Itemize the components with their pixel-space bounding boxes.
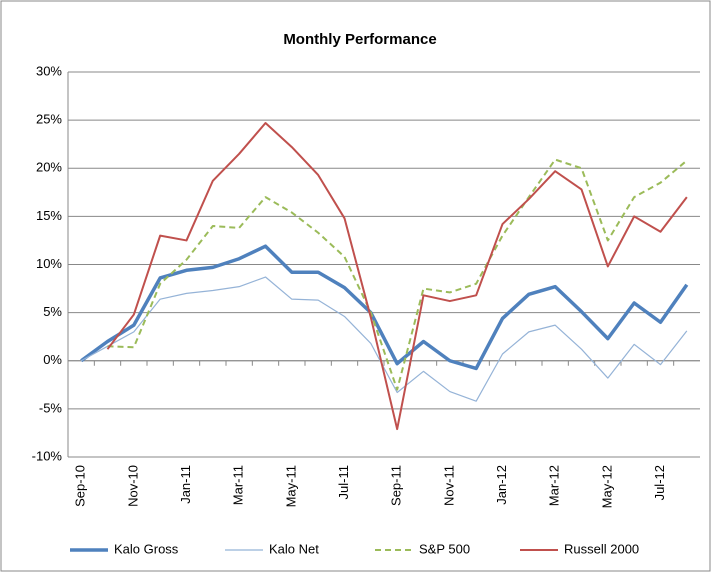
x-tick-label: May-12 [599, 465, 614, 508]
legend-label: Kalo Net [269, 541, 319, 556]
legend-label: Kalo Gross [114, 541, 179, 556]
x-tick-label: Nov-11 [441, 465, 456, 506]
x-tick-label: Jan-11 [178, 465, 193, 504]
x-tick-label: May-11 [283, 465, 298, 507]
y-tick-label: 25% [36, 112, 62, 127]
series-line [80, 244, 689, 371]
chart-title: Monthly Performance [283, 31, 436, 48]
x-tick-label: Jul-11 [336, 465, 351, 499]
y-tick-label: 0% [43, 352, 62, 367]
y-tick-label: 10% [36, 256, 62, 271]
y-tick-label: -10% [32, 448, 63, 463]
x-tick-label: Jan-12 [494, 465, 509, 505]
y-tick-label: 20% [36, 160, 62, 175]
x-tick-label: Nov-10 [125, 465, 140, 507]
y-tick-label: 30% [36, 63, 62, 78]
series-line [80, 276, 688, 402]
series-line [107, 158, 688, 391]
x-tick-label: Sep-10 [73, 465, 88, 507]
x-tick-label: Sep-11 [389, 465, 404, 506]
x-tick-label: Mar-12 [547, 465, 562, 506]
series-line [106, 122, 688, 431]
legend-label: S&P 500 [419, 541, 470, 556]
x-tick-label: Mar-11 [231, 465, 246, 505]
y-tick-label: 15% [36, 208, 62, 223]
y-tick-label: 5% [43, 304, 62, 319]
legend-label: Russell 2000 [564, 541, 639, 556]
y-tick-label: -5% [39, 400, 63, 415]
x-tick-label: Jul-12 [652, 465, 667, 500]
